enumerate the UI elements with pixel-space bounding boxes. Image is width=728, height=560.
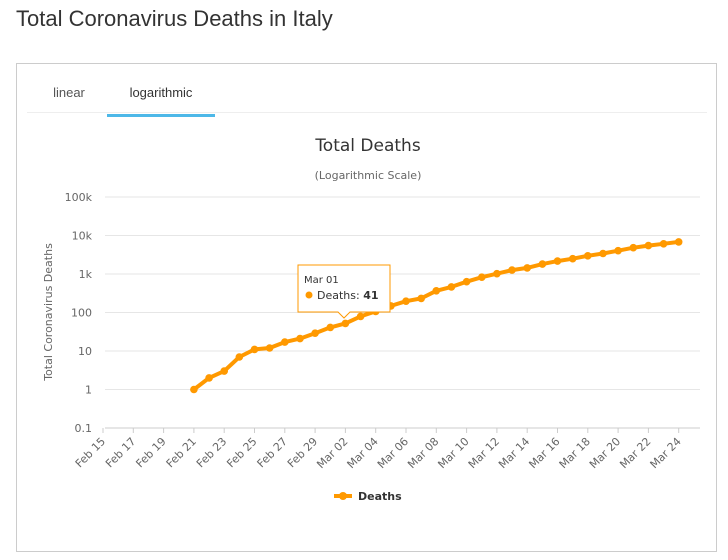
tab-logarithmic[interactable]: logarithmic bbox=[107, 64, 215, 117]
series-deaths bbox=[190, 238, 683, 394]
series-line bbox=[191, 239, 681, 392]
tooltip-colon: : bbox=[356, 289, 363, 302]
page-title: Total Coronavirus Deaths in Italy bbox=[16, 6, 333, 31]
y-axis-title: Total Coronavirus Deaths bbox=[42, 243, 55, 382]
data-point[interactable] bbox=[250, 345, 259, 354]
x-tick-label: Mar 06 bbox=[375, 435, 411, 471]
x-tick-label: Feb 23 bbox=[194, 435, 229, 470]
x-tick-label: Mar 20 bbox=[587, 435, 623, 471]
chart-title: Total Deaths bbox=[314, 136, 421, 156]
data-point[interactable] bbox=[568, 254, 577, 263]
x-tick-label: Mar 16 bbox=[526, 435, 562, 471]
y-tick-labels: 0.1 1 10 100 1k 10k 100k bbox=[65, 191, 93, 435]
x-tick-label: Feb 19 bbox=[133, 435, 168, 470]
tooltip-date: Mar 01 bbox=[304, 275, 339, 286]
x-tick-label: Mar 14 bbox=[496, 435, 532, 471]
data-point[interactable] bbox=[614, 246, 622, 255]
x-tick-label: Mar 02 bbox=[314, 435, 350, 471]
data-point[interactable] bbox=[644, 241, 653, 250]
data-point[interactable] bbox=[584, 252, 592, 260]
y-tick-label: 100 bbox=[71, 307, 92, 320]
x-tick-label: Feb 27 bbox=[255, 435, 290, 470]
x-tick-label: Mar 04 bbox=[345, 435, 381, 471]
data-point[interactable] bbox=[447, 283, 456, 291]
data-point[interactable] bbox=[220, 367, 228, 375]
data-point[interactable] bbox=[417, 294, 426, 303]
y-tick-label: 0.1 bbox=[75, 422, 93, 435]
y-tick-label: 1k bbox=[79, 268, 93, 281]
x-tick-label: Feb 29 bbox=[285, 435, 320, 470]
tooltip: Mar 01 Deaths: 41 bbox=[297, 264, 391, 319]
x-tick-label: Feb 15 bbox=[73, 435, 108, 470]
data-point[interactable] bbox=[190, 385, 198, 394]
legend[interactable]: Deaths bbox=[334, 490, 402, 503]
data-point[interactable] bbox=[311, 329, 319, 338]
data-point[interactable] bbox=[402, 297, 410, 306]
data-point[interactable] bbox=[599, 249, 607, 258]
tooltip-marker bbox=[305, 291, 313, 299]
data-point[interactable] bbox=[629, 243, 638, 252]
x-tick-label: Feb 17 bbox=[103, 435, 138, 470]
tooltip-value: 41 bbox=[363, 289, 378, 302]
data-point[interactable] bbox=[356, 312, 365, 321]
data-point[interactable] bbox=[553, 257, 562, 265]
data-point[interactable] bbox=[326, 323, 335, 332]
tooltip-series-label: Deaths: 41 bbox=[317, 289, 379, 302]
data-point[interactable] bbox=[478, 273, 486, 282]
data-point[interactable] bbox=[674, 238, 683, 246]
x-tick-label: Feb 21 bbox=[164, 435, 199, 470]
y-tick-label: 10 bbox=[78, 345, 92, 358]
data-point[interactable] bbox=[508, 266, 516, 274]
chart-subtitle: (Logarithmic Scale) bbox=[315, 169, 422, 182]
gridlines bbox=[105, 196, 700, 429]
scale-tabs: linear logarithmic bbox=[27, 64, 707, 117]
data-point[interactable] bbox=[265, 344, 274, 352]
data-point[interactable] bbox=[281, 338, 289, 346]
tooltip-series-name: Deaths bbox=[317, 289, 356, 302]
legend-label-deaths[interactable]: Deaths bbox=[358, 490, 402, 503]
data-point[interactable] bbox=[538, 260, 547, 268]
data-point[interactable] bbox=[205, 374, 213, 382]
y-tick-label: 100k bbox=[65, 191, 93, 204]
data-point[interactable] bbox=[523, 264, 531, 272]
data-point[interactable] bbox=[341, 319, 350, 328]
data-point[interactable] bbox=[432, 287, 441, 295]
x-tick-label: Mar 24 bbox=[648, 435, 684, 471]
data-point[interactable] bbox=[296, 334, 304, 343]
tooltip-box bbox=[297, 264, 391, 319]
x-tick-label: Mar 10 bbox=[435, 435, 471, 471]
x-tick-label: Mar 18 bbox=[557, 435, 593, 471]
tab-linear[interactable]: linear bbox=[53, 85, 85, 100]
data-point[interactable] bbox=[235, 353, 244, 361]
x-tick-label: Mar 12 bbox=[466, 435, 502, 471]
legend-marker bbox=[339, 492, 347, 500]
x-tick-label: Feb 25 bbox=[224, 435, 259, 470]
data-point[interactable] bbox=[462, 277, 471, 286]
y-tick-label: 1 bbox=[85, 384, 92, 397]
x-tick-label: Mar 08 bbox=[405, 435, 441, 471]
data-point[interactable] bbox=[659, 240, 668, 248]
y-tick-label: 10k bbox=[72, 230, 93, 243]
data-point[interactable] bbox=[493, 269, 501, 278]
x-tick-label: Mar 22 bbox=[617, 435, 653, 471]
